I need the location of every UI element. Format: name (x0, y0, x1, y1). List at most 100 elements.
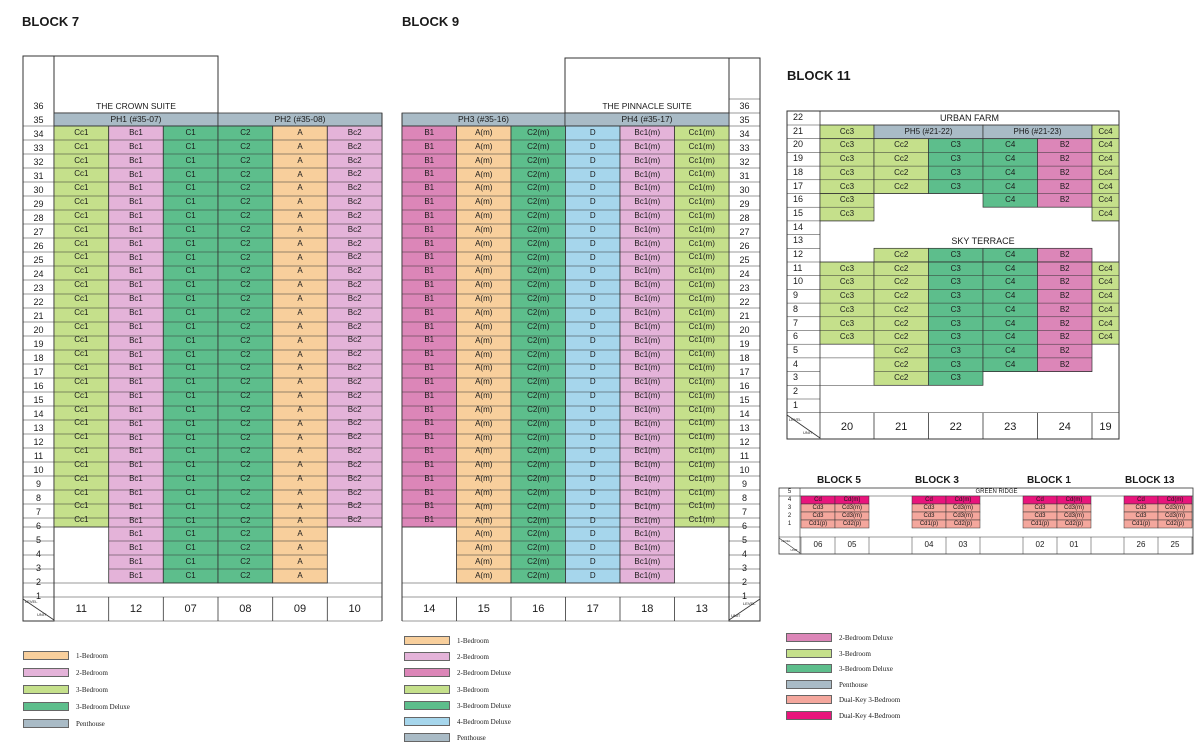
unit-type-cell: C2 (240, 487, 251, 497)
legend-label: Penthouse (457, 734, 486, 743)
unit-type-cell: C2 (240, 155, 251, 165)
unit-type-cell: C3 (950, 140, 961, 150)
unit-type-cell: C1 (185, 501, 196, 511)
unit-type-cell: Cc1(m) (688, 487, 715, 497)
unit-type-cell: Bc1 (129, 474, 143, 484)
unit-type-cell: Bc1(m) (634, 238, 661, 248)
unit-header: UNIT (790, 548, 798, 552)
unit-type-cell: C2(m) (527, 307, 550, 317)
unit-type-cell: C3 (950, 154, 961, 164)
unit-type-cell: D (589, 377, 596, 387)
unit-type-cell: B1 (424, 183, 435, 193)
level-number: 28 (33, 213, 44, 223)
unit-type-cell: B1 (424, 141, 435, 151)
level-number: 16 (739, 381, 750, 391)
unit-type-cell: A(m) (475, 446, 493, 456)
unit-type-cell: C2 (240, 211, 251, 221)
unit-type-cell: Bc2 (347, 418, 362, 428)
unit-type-cell: D (589, 183, 596, 193)
level-number: 19 (793, 153, 804, 164)
block-7-unit-header: UNIT (37, 612, 47, 617)
unit-type-cell: C1 (185, 155, 196, 165)
unit-type-cell: C2 (240, 571, 251, 580)
unit-type-cell: Cc1(m) (688, 252, 715, 262)
unit-type-cell: C3 (950, 167, 961, 177)
unit-type-cell: Cc4 (1098, 263, 1113, 273)
unit-type-cell: Bc1 (129, 446, 143, 456)
sky-terrace-label: SKY TERRACE (951, 236, 1015, 246)
unit-type-cell: Cc1 (74, 238, 89, 248)
unit-type-cell: A (297, 169, 303, 179)
level-number: 14 (793, 221, 804, 232)
unit-type-cell: C2(m) (527, 183, 550, 193)
unit-type-cell: A (297, 335, 303, 345)
level-number: 3 (793, 372, 799, 383)
level-number: 35 (739, 115, 750, 125)
unit-type-cell: Cd3(m) (1164, 513, 1185, 519)
unit-type-cell: Cc4 (1098, 208, 1113, 218)
unit-type-cell: C2 (240, 363, 251, 373)
unit-type-cell: Cc2 (894, 332, 909, 342)
unit-type-cell: Bc1(m) (634, 141, 661, 151)
level-number: 33 (33, 143, 44, 153)
legend-swatch (23, 685, 69, 694)
unit-type-cell: Cc2 (894, 345, 909, 355)
unit-type-cell: B1 (424, 446, 435, 456)
unit-type-cell: A (297, 501, 303, 511)
unit-type-cell: C2 (240, 349, 251, 359)
level-number: 5 (793, 344, 799, 355)
unit-type-cell: Cc4 (1098, 195, 1113, 205)
unit-type-cell: A(m) (475, 391, 493, 401)
ph3-label: PH3 (#35-16) (457, 114, 510, 124)
unit-type-cell: C2(m) (527, 543, 550, 553)
unit-type-cell: C2 (240, 404, 251, 414)
legend-swatch (404, 652, 450, 662)
unit-type-cell: C1 (185, 404, 196, 414)
unit-type-cell: Cc1(m) (688, 183, 715, 193)
unit-type-cell: D (589, 128, 596, 137)
unit-type-cell: A (297, 155, 303, 165)
unit-type-cell: Bc2 (347, 487, 362, 497)
unit-type-cell: D (589, 307, 596, 317)
legend-swatch (23, 702, 69, 711)
legend-swatch (404, 733, 450, 743)
unit-type-cell: Cc3 (839, 181, 855, 191)
crown-suite-label: THE CROWN SUITE (96, 101, 176, 111)
unit-type-cell: B1 (424, 197, 435, 207)
level-number: 4 (793, 358, 799, 369)
unit-type-cell: D (589, 404, 596, 414)
unit-type-cell: B2 (1059, 167, 1070, 177)
block-7-title: BLOCK 7 (22, 14, 80, 29)
unit-type-cell: Bc1(m) (634, 377, 661, 387)
unit-type-cell: A(m) (475, 321, 493, 331)
level-number: 25 (739, 255, 750, 265)
level-number: 28 (739, 213, 750, 223)
unit-type-cell: C2(m) (527, 474, 550, 484)
level-number: 3 (787, 505, 792, 511)
unit-type-cell: C1 (185, 169, 196, 179)
unit-type-cell: B1 (424, 390, 435, 400)
legend-label: 2-Bedroom (457, 653, 489, 662)
unit-type-cell: Bc1 (129, 197, 143, 207)
unit-type-cell: Cd2(p) (1165, 521, 1185, 527)
unit-type-cell: C2(m) (527, 571, 550, 580)
unit-type-cell: Bc2 (347, 128, 362, 137)
unit-type-cell: D (589, 266, 596, 276)
unit-type-cell: Cd3(m) (952, 513, 973, 519)
legend-swatch (786, 664, 832, 674)
unit-type-cell: C1 (185, 224, 196, 234)
unit-type-cell: Cc3 (839, 195, 855, 205)
unit-type-cell: Cd (814, 497, 822, 503)
unit-type-cell: Cc1(m) (688, 141, 715, 151)
unit-type-cell: A (297, 460, 303, 470)
block-7-col-07-labels: C1 C1 C1 C1 C1 C1 C1 C1 C1 C1 C1 C1 C1 C1 C1 C1 C1 C1 C1 C1… (163, 126, 218, 583)
block-9-title: BLOCK 9 (402, 14, 460, 29)
unit-type-cell: C4 (1005, 277, 1016, 287)
level-number: 23 (739, 283, 750, 293)
unit-type-cell: A(m) (475, 418, 493, 428)
block-7-unit-12: 12 (129, 603, 143, 615)
unit-type-cell: Cc3 (839, 167, 855, 177)
legend-label: Dual-Key 3-Bedroom (839, 696, 901, 705)
unit-type-cell: Bc2 (347, 141, 362, 151)
unit-type-cell: C2 (240, 307, 251, 317)
